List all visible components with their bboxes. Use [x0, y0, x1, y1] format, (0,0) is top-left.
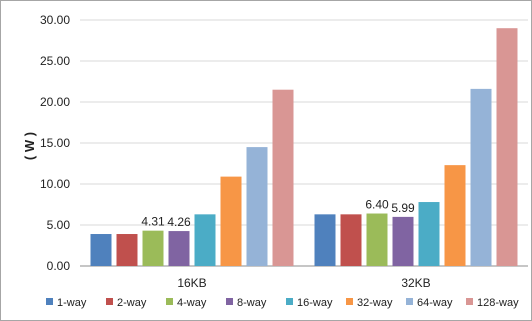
legend-swatch — [106, 298, 113, 305]
bars — [90, 28, 518, 267]
legend-swatch — [46, 298, 53, 305]
legend: 1-way 2-way 4-way 8-way 16-way 32-way 64-way 12… — [46, 297, 519, 309]
data-label: 5.99 — [391, 201, 415, 215]
x-axis-categories: 16KB 32KB — [177, 276, 430, 290]
legend-swatch — [166, 298, 173, 305]
bar-1-way-32KB — [314, 214, 336, 266]
data-label: 4.31 — [141, 215, 165, 229]
bar-8-way-16KB — [168, 231, 190, 266]
bar-16-way-32KB — [418, 202, 440, 266]
bar-4-way-32KB — [366, 213, 388, 266]
y-tick-label: 30.00 — [40, 13, 70, 27]
legend-entry: 128-way — [477, 297, 519, 309]
data-label: 4.26 — [167, 215, 191, 229]
data-labels: 4.31 4.26 6.40 5.99 — [141, 198, 415, 230]
bar-2-way-16KB — [116, 234, 138, 266]
data-label: 6.40 — [365, 198, 389, 212]
bar-1-way-16KB — [90, 234, 112, 266]
bar-8-way-32KB — [392, 216, 414, 266]
legend-swatch — [226, 298, 233, 305]
bar-64-way-32KB — [470, 88, 492, 266]
legend-swatch — [346, 298, 353, 305]
legend-entry: 1-way — [57, 297, 87, 309]
category-label: 16KB — [177, 276, 206, 290]
category-label: 32KB — [401, 276, 430, 290]
y-axis-label: ( W ) — [22, 132, 37, 160]
legend-entry: 64-way — [417, 297, 453, 309]
legend-swatch — [406, 298, 413, 305]
legend-swatch — [286, 298, 293, 305]
legend-entry: 2-way — [117, 297, 147, 309]
legend-entry: 4-way — [177, 297, 207, 309]
y-tick-label: 10.00 — [40, 177, 70, 191]
bar-128-way-16KB — [272, 89, 294, 266]
bar-64-way-16KB — [246, 147, 268, 266]
y-tick-label: 25.00 — [40, 54, 70, 68]
y-tick-label: 5.00 — [47, 218, 71, 232]
bar-4-way-16KB — [142, 230, 164, 266]
legend-entry: 8-way — [237, 297, 267, 309]
y-tick-label: 20.00 — [40, 95, 70, 109]
y-tick-label: 0.00 — [47, 259, 71, 273]
bar-32-way-16KB — [220, 176, 242, 266]
bar-128-way-32KB — [496, 28, 518, 267]
y-tick-label: 15.00 — [40, 136, 70, 150]
legend-entry: 16-way — [297, 297, 333, 309]
y-axis-ticks: 0.00 5.00 10.00 15.00 20.00 25.00 30.00 — [40, 13, 70, 273]
bar-32-way-32KB — [444, 165, 466, 266]
bar-2-way-32KB — [340, 214, 362, 266]
legend-swatch — [466, 298, 473, 305]
legend-entry: 32-way — [357, 297, 393, 309]
bar-16-way-16KB — [194, 214, 216, 266]
